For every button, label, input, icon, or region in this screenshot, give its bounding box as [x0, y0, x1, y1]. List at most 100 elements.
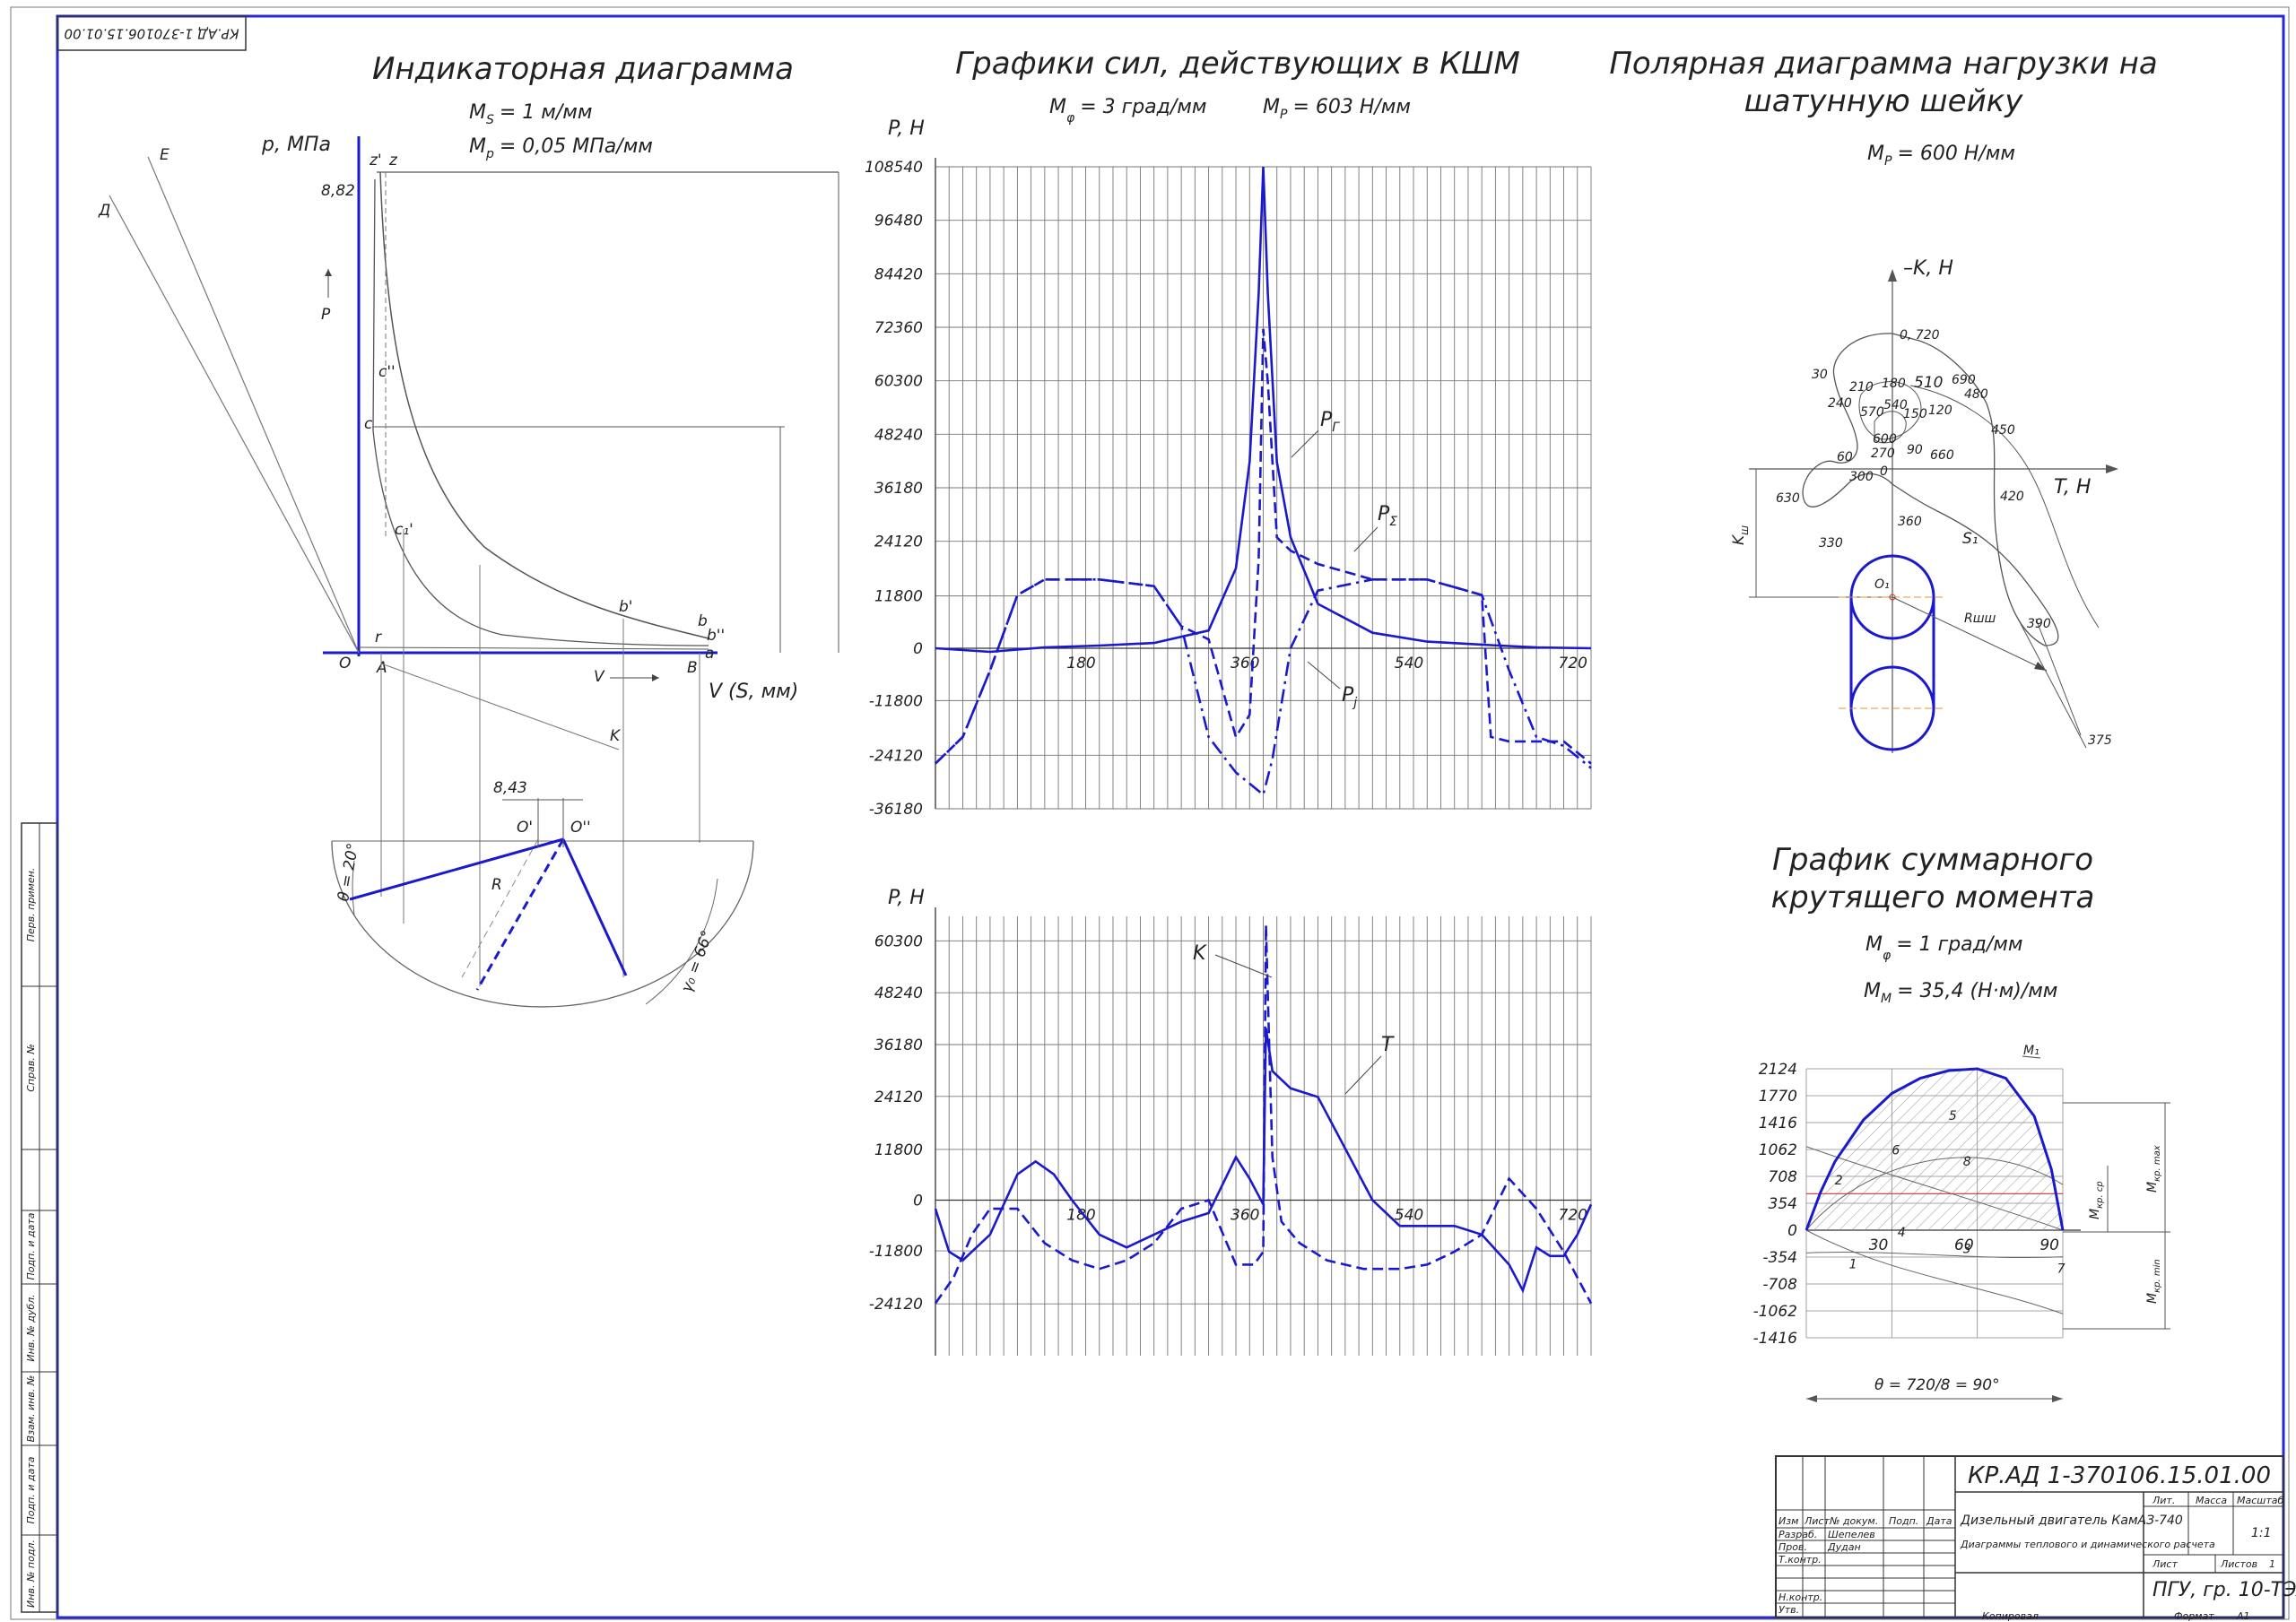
- angle-150: 150: [1903, 407, 1927, 421]
- forces-y-tick: 11800: [874, 588, 923, 606]
- forces-y-tick: 0: [913, 640, 923, 658]
- torque-curve-label-2: 2: [1835, 1174, 1843, 1188]
- side-label-6: Инв. № подл.: [25, 1540, 37, 1608]
- torque-y-tick: 1062: [1759, 1141, 1797, 1159]
- polar-scale-mp: MP = 600 Н/мм: [1867, 143, 2015, 169]
- point-label-r: r: [375, 629, 382, 646]
- row-role-5: Утв.: [1779, 1604, 1799, 1616]
- forces-y-tick: 24120: [874, 533, 923, 551]
- point-label-a: a: [705, 645, 714, 663]
- side-label-5: Подп. и дата: [25, 1456, 37, 1523]
- forces-x-tick: 360: [1231, 655, 1259, 672]
- torque-curve-label-5: 5: [1949, 1109, 1957, 1123]
- mkr-min-label: Mкр. min: [2145, 1259, 2162, 1304]
- forces-y-tick: 72360: [874, 319, 923, 337]
- point-label-V: V: [594, 668, 605, 686]
- angle-600: 600: [1873, 432, 1897, 447]
- tangential-y-tick: 24120: [874, 1089, 923, 1106]
- side-strip: Перв. примен. Справ. № Подп. и дата Инв.…: [21, 822, 58, 1613]
- angle-540: 540: [1883, 398, 1908, 412]
- torque-chart: 21241770141610627083540-354-708-1062-141…: [1753, 1061, 2081, 1348]
- polar-load-curve: [1802, 333, 2059, 646]
- row-role-2: Т.контр.: [1779, 1554, 1822, 1566]
- brix-semicircle: [331, 840, 754, 1008]
- angle-630: 630: [1776, 491, 1800, 506]
- torque-curve-label-1: 1: [1849, 1257, 1857, 1271]
- row-role-4: Н.контр.: [1779, 1592, 1822, 1603]
- angle-390: 390: [2027, 617, 2051, 631]
- series-label-pg: PГ: [1320, 409, 1340, 435]
- title-block-name-2: Диаграммы теплового и динамического расч…: [1960, 1539, 2215, 1550]
- torque-y-tick: 1416: [1759, 1115, 1797, 1132]
- torque-y-tick: -1416: [1753, 1330, 1798, 1348]
- tangential-y-tick: 60300: [874, 932, 923, 950]
- stamp-lit: Лит.: [2152, 1495, 2175, 1506]
- torque-y-tick: 708: [1769, 1168, 1798, 1186]
- forces-y-tick: -36180: [869, 801, 923, 819]
- forces-scale-mphi: Mφ = 3 град/мм: [1049, 96, 1206, 126]
- torque-helper-curve-3: [1805, 1146, 2064, 1231]
- forces-scale-mp: MP = 603 Н/мм: [1263, 96, 1411, 122]
- tangential-x-tick: 720: [1559, 1207, 1587, 1225]
- row-name-1: Дудан: [1827, 1541, 1861, 1553]
- header-cell-2: № докум.: [1829, 1515, 1878, 1527]
- torque-title-2: крутящего момента: [1771, 880, 2095, 915]
- point-label-R: R: [491, 876, 502, 894]
- angle-210: 210: [1849, 380, 1874, 395]
- expansion-curve: [379, 171, 709, 639]
- torque-title-1: График суммарного: [1772, 842, 2093, 878]
- tangential-series-1: [934, 1028, 1593, 1294]
- row-role-1: Пров.: [1779, 1541, 1807, 1553]
- torque-y-tick: -354: [1762, 1249, 1797, 1267]
- torque-y-tick: -1062: [1753, 1303, 1797, 1321]
- stamp-listov: Листов: [2220, 1558, 2257, 1570]
- angle-240: 240: [1828, 396, 1852, 411]
- forces-y-tick: -24120: [869, 747, 923, 765]
- polar-panel: Полярная диаграмма нагрузки на шатунную …: [1609, 46, 2158, 753]
- crank-line-3: [475, 838, 565, 991]
- point-label-b2: b'': [707, 627, 725, 645]
- point-label-c: c: [364, 415, 373, 433]
- polar-k-label: –K, H: [1903, 257, 1953, 280]
- torque-panel: График суммарного крутящего момента Mφ = …: [1753, 842, 2170, 1402]
- top-code-text: КР.АД 1-370106.15.01.00: [65, 26, 239, 42]
- stamp-org: ПГУ, гр. 10-ТЭА-2: [2152, 1579, 2296, 1601]
- torque-y-tick: 2124: [1759, 1061, 1797, 1079]
- point-label-O: O: [339, 655, 351, 672]
- torque-y-tick: -708: [1762, 1276, 1797, 1294]
- angle-420: 420: [2000, 490, 2024, 504]
- header-cell-0: Изм: [1779, 1515, 1798, 1527]
- series-label-ps: PΣ: [1378, 503, 1397, 529]
- polar-o1-label: O₁: [1874, 577, 1890, 592]
- mkr-max-label: Mкр. max: [2145, 1145, 2162, 1193]
- series-label-pj: Pj: [1342, 684, 1357, 710]
- torque-helper-curve-0: [1805, 1229, 2064, 1314]
- forces-x-tick: 540: [1395, 655, 1423, 672]
- point-label-b-prime: b': [619, 598, 632, 616]
- tangential-y-tick: -24120: [869, 1296, 923, 1314]
- mkr-sr-label: Mкр. ср: [2088, 1181, 2105, 1219]
- tangential-y-tick: 36180: [874, 1037, 923, 1054]
- angle-360: 360: [1898, 515, 1922, 529]
- svg-text:Mp= 0,05 МПа/мм: Mp = 0,05 МПа/мм: [469, 135, 653, 161]
- angle-570: 570: [1860, 405, 1884, 420]
- forces-x-tick: 720: [1559, 655, 1587, 672]
- header-cell-3: Подп.: [1889, 1515, 1918, 1527]
- title-block-code: КР.АД 1-370106.15.01.00: [1968, 1462, 2271, 1489]
- torque-series-0: [1805, 1067, 2065, 1231]
- torque-x-tick: 90: [2039, 1236, 2059, 1254]
- angle-660: 660: [1930, 448, 1954, 463]
- series-label-k: K: [1193, 942, 1207, 965]
- point-label-D: Д: [98, 202, 110, 220]
- side-label-1: Справ. №: [25, 1044, 37, 1092]
- forces-y-tick: 36180: [874, 480, 923, 498]
- stamp-listov-val: 1: [2269, 1558, 2275, 1570]
- torque-scale-mm: MM = 35,4 (Н·м)/мм: [1864, 980, 2057, 1006]
- angle-0-720: 0, 720: [1900, 328, 1940, 343]
- angle-270: 270: [1871, 447, 1895, 461]
- header-cell-4: Дата: [1926, 1515, 1952, 1527]
- tangential-y-tick: -11800: [869, 1243, 923, 1261]
- forces-y-tick: 84420: [874, 265, 923, 283]
- indicator-v-axis-label: V (S, мм): [709, 681, 798, 703]
